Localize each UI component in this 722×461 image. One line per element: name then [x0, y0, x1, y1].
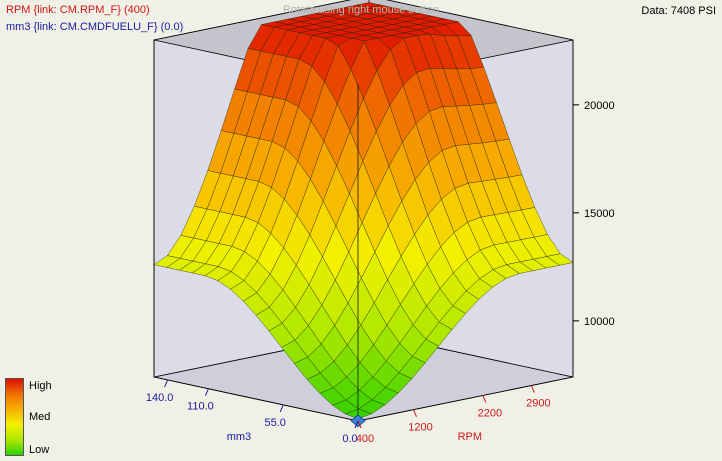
- box-front-right-floor-edge: [357, 376, 574, 422]
- mm3-tick-label: 110.0: [187, 401, 214, 413]
- mm3-tick: [164, 379, 169, 388]
- z-tick-label: 15000: [584, 208, 615, 220]
- mm3-axis-label: mm3: [227, 431, 251, 443]
- data-readout: Data: 7408 PSI: [641, 5, 716, 17]
- rpm-tick-label: 2900: [526, 398, 550, 410]
- y-channel-label: mm3 {link: CM.CMDFUELU_F} (0.0): [6, 21, 184, 33]
- z-tick-label: 10000: [584, 316, 615, 328]
- color-scale-high-label: High: [29, 380, 52, 392]
- rpm-tick-label: 2200: [478, 407, 502, 419]
- rotate-hint: Rotate using right mouse button: [283, 4, 439, 16]
- rpm-tick-label: 1200: [408, 422, 432, 434]
- mm3-tick: [204, 388, 209, 396]
- current-point-marker: [350, 414, 366, 428]
- color-scale-bar: [5, 378, 24, 456]
- mm3-tick: [279, 404, 284, 413]
- mm3-tick: [354, 420, 359, 429]
- rpm-tick: [357, 420, 362, 429]
- rpm-tick: [530, 385, 535, 393]
- rpm-tick-label: 400: [356, 433, 374, 445]
- color-scale-low-label: Low: [29, 444, 50, 456]
- mm3-tick-label: 0.0: [342, 433, 357, 445]
- rpm-tick: [413, 409, 417, 417]
- x-channel-label: RPM {link: CM.RPM_F} (400): [6, 4, 150, 16]
- box-front-left-floor-edge: [153, 376, 359, 422]
- mm3-tick-label: 140.0: [146, 392, 174, 404]
- z-tick-label: 20000: [584, 100, 615, 112]
- color-scale-med-label: Med: [29, 411, 51, 423]
- rpm-tick: [482, 395, 487, 403]
- rpm-axis-label: RPM: [458, 431, 482, 443]
- mm3-tick-label: 55.0: [264, 417, 285, 429]
